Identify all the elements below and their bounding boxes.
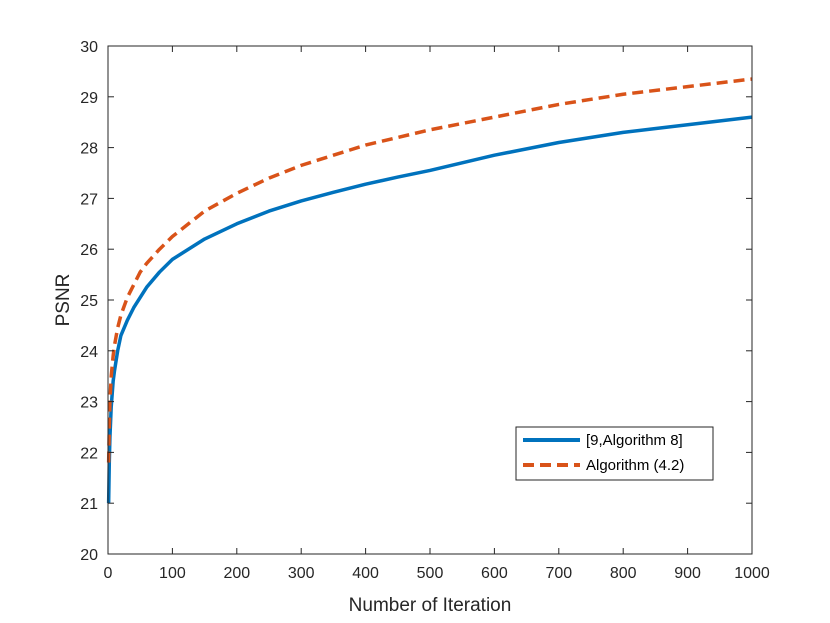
y-tick-label: 21 [80,496,98,513]
x-tick-label: 900 [674,565,701,582]
y-axis-title: PSNR [53,274,74,327]
series-line-1 [106,115,753,504]
y-tick-label: 30 [80,39,98,56]
series-line-2 [106,77,753,463]
x-tick-label: 500 [417,565,444,582]
y-tick-label: 22 [80,445,98,462]
x-axis-title: Number of Iteration [349,595,512,616]
legend-label-series-2: Algorithm (4.2) [586,457,684,474]
tick-layer: 0 100 200 300 400 500 600 700 800 900 1000 20 21 22 23… [80,39,770,582]
y-tick-label: 26 [80,242,98,259]
x-tick-label: 700 [545,565,572,582]
series-layer [106,77,753,504]
y-tick-label: 24 [80,344,98,361]
x-tick-label: 100 [159,565,186,582]
y-tick-label: 29 [80,90,98,107]
legend: [9,Algorithm 8] Algorithm (4.2) [515,426,714,481]
y-tick-label: 25 [80,293,98,310]
legend-label-series-1: [9,Algorithm 8] [586,432,683,449]
x-tick-label: 800 [610,565,637,582]
y-tick-label: 20 [80,547,98,564]
y-tick-label: 23 [80,395,98,412]
y-tick-label: 27 [80,191,98,208]
x-tick-label: 1000 [734,565,770,582]
x-tick-label: 300 [288,565,315,582]
x-tick-label: 600 [481,565,508,582]
x-tick-label: 200 [223,565,250,582]
legend-box [515,426,714,481]
x-tick-label: 400 [352,565,379,582]
x-tick-label: 0 [104,565,113,582]
y-tick-label: 28 [80,141,98,158]
